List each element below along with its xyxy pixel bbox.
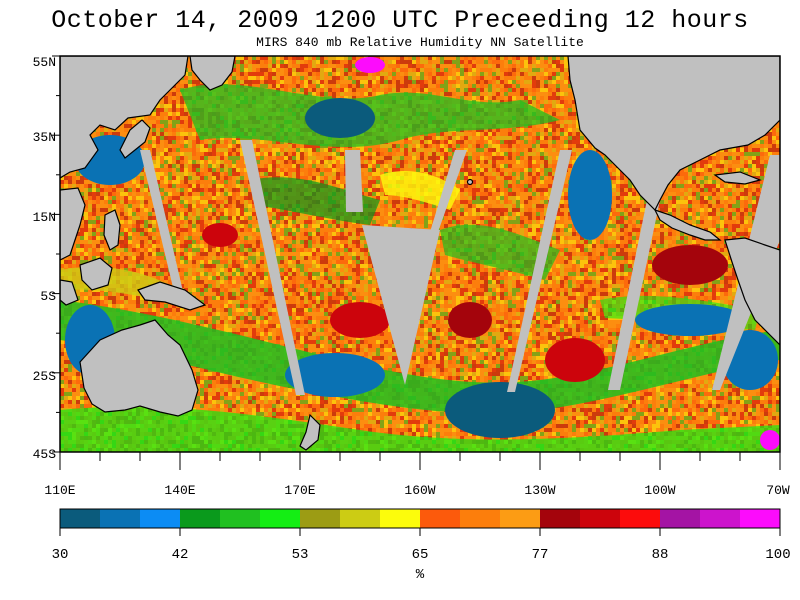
sumatra-landmass xyxy=(60,279,79,306)
dry-region xyxy=(568,150,612,240)
land-masses xyxy=(60,56,780,451)
lon-label: 140E xyxy=(164,483,195,498)
lat-label: 35N xyxy=(33,130,56,145)
swath-gaps xyxy=(140,140,780,395)
dry-region xyxy=(305,98,375,138)
colorbar-swatch xyxy=(300,509,341,528)
colorbar-swatch xyxy=(580,509,621,528)
map-title: October 14, 2009 1200 UTC Preceeding 12 … xyxy=(51,6,749,35)
new-guinea-landmass xyxy=(137,281,207,311)
colorbar-swatch xyxy=(380,509,421,528)
green-band xyxy=(60,300,780,414)
lon-label: 130W xyxy=(524,483,555,498)
lat-label: 45S xyxy=(33,447,57,462)
philippines-landmass xyxy=(103,209,121,251)
humid-region xyxy=(448,302,492,338)
new-zealand-landmass xyxy=(299,413,321,451)
lon-label: 170E xyxy=(284,483,315,498)
humid-region xyxy=(760,430,780,450)
south-america-landmass xyxy=(724,237,780,346)
colorbar-swatch xyxy=(220,509,261,528)
colorbar-swatch xyxy=(660,509,701,528)
green-band xyxy=(250,177,380,225)
green-band xyxy=(440,224,560,280)
colorbar-tick-label: 100 xyxy=(765,547,790,563)
colorbar-tick-label: 77 xyxy=(532,547,549,563)
lon-label: 160W xyxy=(404,483,435,498)
borneo-landmass xyxy=(79,257,113,291)
colorbar-tick-label: 30 xyxy=(52,547,69,563)
asia-landmass xyxy=(60,56,189,179)
lon-label: 100W xyxy=(644,483,675,498)
lat-label: 15N xyxy=(33,210,56,225)
central-america-landmass xyxy=(653,208,722,241)
colorbar-swatch xyxy=(420,509,461,528)
lon-label: 70W xyxy=(766,483,790,498)
humidity-field xyxy=(60,56,780,452)
kamchatka-landmass xyxy=(189,56,236,91)
colorbar-swatch xyxy=(620,509,661,528)
colorbar-swatch xyxy=(540,509,581,528)
humid-region xyxy=(202,223,238,247)
map-subtitle: MIRS 840 mb Relative Humidity NN Satelli… xyxy=(256,35,584,50)
green-band xyxy=(60,406,780,452)
humid-region xyxy=(652,245,728,285)
humid-region xyxy=(330,302,390,338)
humid-region xyxy=(545,338,605,382)
colorbar-swatch xyxy=(260,509,301,528)
australia-landmass xyxy=(79,319,199,417)
indochina-landmass xyxy=(60,187,86,261)
colorbar-tick-label: 53 xyxy=(292,547,309,563)
lat-label: 25S xyxy=(33,369,57,384)
colorbar-tick-label: 42 xyxy=(172,547,189,563)
colorbar-swatch xyxy=(140,509,181,528)
hawaii-island xyxy=(466,178,474,186)
lat-label: 55N xyxy=(33,55,56,70)
colorbar-unit: % xyxy=(416,567,425,583)
dry-region xyxy=(635,304,745,336)
colorbar-swatch xyxy=(700,509,741,528)
colorbar-swatch xyxy=(340,509,381,528)
axis-ticks xyxy=(52,55,781,536)
dry-region xyxy=(285,353,385,397)
lon-label: 110E xyxy=(44,483,75,498)
colorbar-swatch xyxy=(460,509,501,528)
colorbar-swatch xyxy=(60,509,101,528)
colorbar-swatch xyxy=(100,509,141,528)
colorbar-tick-label: 65 xyxy=(412,547,429,563)
japan-landmass xyxy=(119,119,151,159)
dry-region xyxy=(445,382,555,438)
colorbar xyxy=(60,509,781,528)
colorbar-frame xyxy=(59,508,781,529)
colorbar-tick-label: 88 xyxy=(652,547,669,563)
lat-label: 5S xyxy=(40,289,56,304)
colorbar-swatch xyxy=(180,509,221,528)
cuba-landmass xyxy=(713,171,762,185)
colorbar-swatch xyxy=(740,509,781,528)
north-america-landmass xyxy=(567,56,780,212)
colorbar-swatch xyxy=(500,509,541,528)
humid-region xyxy=(355,57,385,73)
